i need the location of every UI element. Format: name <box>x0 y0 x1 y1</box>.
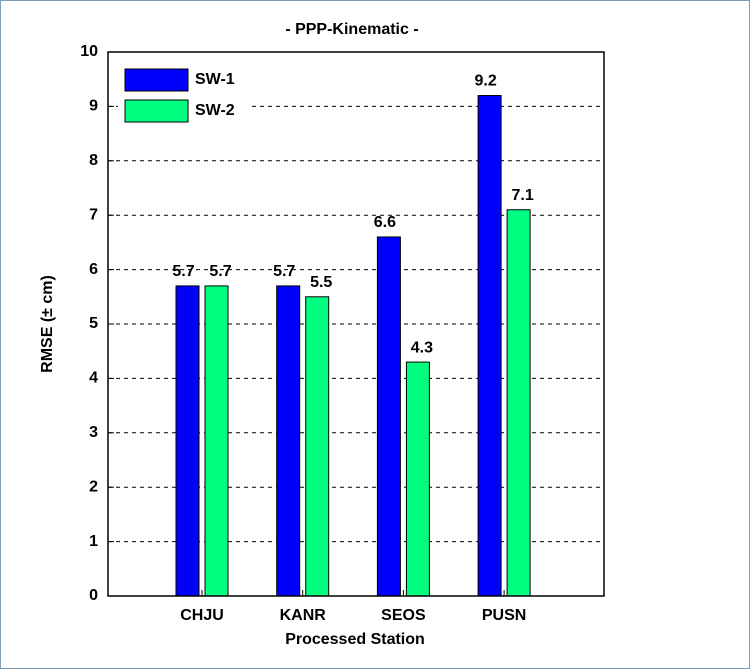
value-label: 5.7 <box>273 263 295 280</box>
legend-swatch <box>124 99 189 123</box>
bar <box>376 236 401 597</box>
y-tick-label: 10 <box>80 43 98 60</box>
chart-title: - PPP-Kinematic - <box>285 21 418 38</box>
x-tick-label: KANR <box>280 607 327 624</box>
plot-border <box>107 51 605 597</box>
legend-label: SW-1 <box>195 71 235 88</box>
legend-swatch <box>124 68 189 92</box>
bar <box>276 285 301 597</box>
bar <box>204 285 229 597</box>
y-axis-label: RMSE (± cm) <box>39 275 56 373</box>
y-tick-label: 0 <box>89 587 98 604</box>
y-tick-label: 4 <box>89 370 98 387</box>
bar <box>175 285 200 597</box>
legend-label: SW-2 <box>195 102 235 119</box>
bar <box>506 209 531 597</box>
value-label: 5.7 <box>172 263 194 280</box>
y-tick-label: 8 <box>89 152 98 169</box>
value-label: 6.6 <box>374 214 396 231</box>
y-tick-label: 3 <box>89 424 98 441</box>
value-label: 7.1 <box>511 187 533 204</box>
value-label: 5.5 <box>310 274 332 291</box>
value-label: 5.7 <box>209 263 231 280</box>
y-tick-label: 5 <box>89 315 98 332</box>
bar <box>405 361 430 597</box>
value-label: 4.3 <box>411 339 433 356</box>
y-tick-label: 1 <box>89 533 98 550</box>
bar <box>477 95 502 597</box>
y-tick-label: 6 <box>89 261 98 278</box>
x-tick-label: PUSN <box>482 607 526 624</box>
y-tick-label: 7 <box>89 206 98 223</box>
x-axis-label: Processed Station <box>285 631 425 648</box>
value-label: 9.2 <box>474 73 496 90</box>
x-tick-label: SEOS <box>381 607 426 624</box>
x-tick-label: CHJU <box>180 607 224 624</box>
bar <box>305 296 330 597</box>
y-tick-label: 9 <box>89 98 98 115</box>
y-tick-label: 2 <box>89 478 98 495</box>
